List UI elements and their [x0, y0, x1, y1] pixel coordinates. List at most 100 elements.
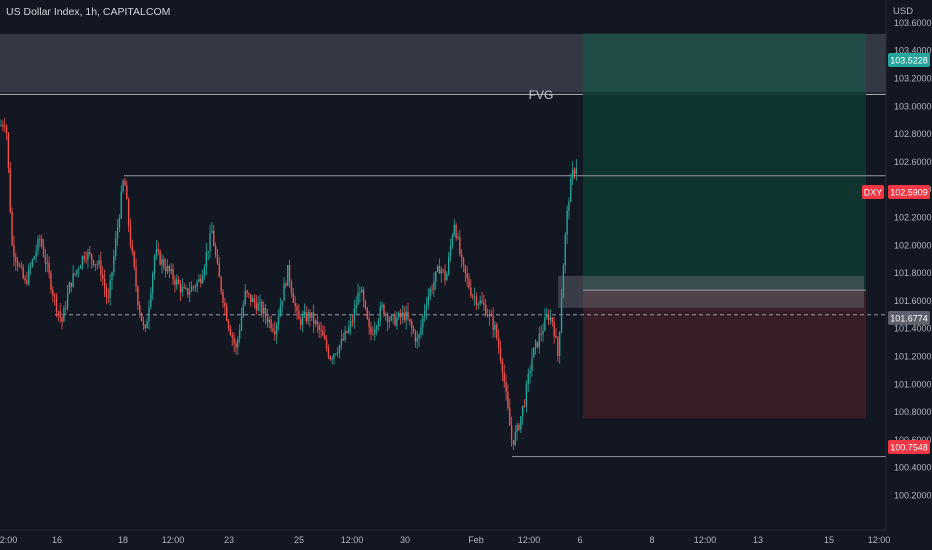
candle[interactable] — [131, 239, 134, 256]
candle[interactable] — [89, 245, 91, 257]
candle[interactable] — [377, 317, 380, 331]
candle[interactable] — [129, 218, 132, 249]
candle[interactable] — [460, 249, 463, 268]
candle[interactable] — [279, 297, 282, 318]
candle[interactable] — [264, 304, 267, 325]
candle[interactable] — [0, 119, 2, 127]
candle[interactable] — [399, 308, 402, 325]
candle[interactable] — [566, 205, 568, 245]
candle[interactable] — [348, 320, 350, 335]
candle[interactable] — [33, 255, 35, 260]
candle[interactable] — [259, 294, 261, 313]
candle[interactable] — [331, 355, 333, 365]
candle[interactable] — [127, 197, 130, 233]
candle[interactable] — [76, 269, 78, 278]
candle[interactable] — [288, 259, 291, 288]
candle[interactable] — [70, 282, 72, 292]
candle[interactable] — [518, 422, 520, 432]
candle[interactable] — [48, 256, 50, 279]
candle[interactable] — [516, 422, 518, 441]
candle[interactable] — [214, 242, 217, 258]
candle[interactable] — [496, 322, 498, 341]
candle[interactable] — [403, 305, 405, 323]
candle[interactable] — [87, 248, 89, 269]
candle[interactable] — [542, 322, 544, 342]
candle[interactable] — [250, 294, 252, 307]
candle[interactable] — [355, 296, 357, 316]
candle[interactable] — [468, 273, 470, 290]
candle[interactable] — [485, 299, 487, 317]
candle[interactable] — [322, 325, 324, 337]
candle[interactable] — [72, 265, 74, 289]
candle[interactable] — [522, 405, 524, 425]
candle[interactable] — [507, 384, 509, 411]
candle[interactable] — [383, 303, 385, 318]
candle[interactable] — [414, 329, 417, 348]
candle[interactable] — [477, 302, 479, 310]
candle[interactable] — [37, 235, 39, 256]
candle[interactable] — [490, 309, 492, 317]
candle[interactable] — [142, 316, 145, 331]
candle[interactable] — [244, 283, 246, 307]
candle[interactable] — [57, 310, 60, 322]
candle[interactable] — [9, 161, 11, 214]
candle[interactable] — [481, 291, 483, 304]
candle[interactable] — [547, 309, 550, 326]
candle[interactable] — [379, 301, 381, 326]
candle[interactable] — [568, 197, 570, 220]
candle[interactable] — [499, 340, 502, 364]
candle[interactable] — [559, 331, 561, 364]
candle[interactable] — [255, 295, 257, 315]
candle[interactable] — [139, 301, 141, 318]
candle[interactable] — [412, 325, 415, 334]
candle[interactable] — [292, 288, 294, 303]
candle[interactable] — [416, 330, 418, 349]
candle[interactable] — [24, 274, 26, 285]
candle[interactable] — [229, 324, 232, 336]
candle[interactable] — [386, 312, 389, 332]
candle[interactable] — [79, 264, 82, 270]
candle[interactable] — [529, 365, 531, 384]
candle[interactable] — [501, 357, 504, 381]
candle[interactable] — [211, 222, 213, 234]
candle[interactable] — [512, 440, 515, 451]
candle[interactable] — [470, 279, 472, 299]
candle[interactable] — [337, 346, 339, 357]
candle[interactable] — [314, 319, 317, 327]
candle[interactable] — [573, 167, 576, 179]
candle[interactable] — [275, 322, 278, 344]
candle[interactable] — [59, 303, 61, 323]
candle[interactable] — [472, 293, 474, 300]
candle[interactable] — [237, 336, 239, 355]
candle[interactable] — [200, 274, 202, 288]
candle[interactable] — [475, 292, 478, 311]
candle[interactable] — [429, 286, 431, 301]
candle[interactable] — [418, 333, 420, 347]
candle[interactable] — [166, 259, 169, 275]
candle[interactable] — [420, 319, 422, 339]
candle[interactable] — [298, 304, 300, 320]
candle[interactable] — [564, 232, 566, 274]
candle[interactable] — [150, 287, 152, 310]
candle[interactable] — [479, 295, 481, 306]
candle[interactable] — [364, 299, 367, 311]
x-axis[interactable]: 12:00 16 18 12:00 23 25 12:00 30 Feb 12:00 6 8 12:00… — [0, 535, 890, 545]
candle[interactable] — [300, 316, 302, 330]
candle[interactable] — [251, 295, 254, 303]
candle[interactable] — [325, 334, 328, 352]
candle[interactable] — [190, 281, 193, 293]
candle[interactable] — [11, 207, 13, 247]
candle[interactable] — [26, 271, 28, 286]
candle[interactable] — [248, 292, 250, 299]
candle[interactable] — [483, 294, 485, 311]
candle[interactable] — [309, 309, 311, 327]
candle[interactable] — [226, 302, 228, 322]
candle[interactable] — [133, 249, 135, 271]
candle[interactable] — [536, 341, 539, 349]
candle[interactable] — [353, 299, 356, 329]
candle[interactable] — [220, 275, 222, 295]
candle[interactable] — [63, 305, 65, 323]
candle[interactable] — [324, 326, 326, 341]
candle[interactable] — [473, 287, 476, 307]
candle[interactable] — [560, 288, 563, 334]
